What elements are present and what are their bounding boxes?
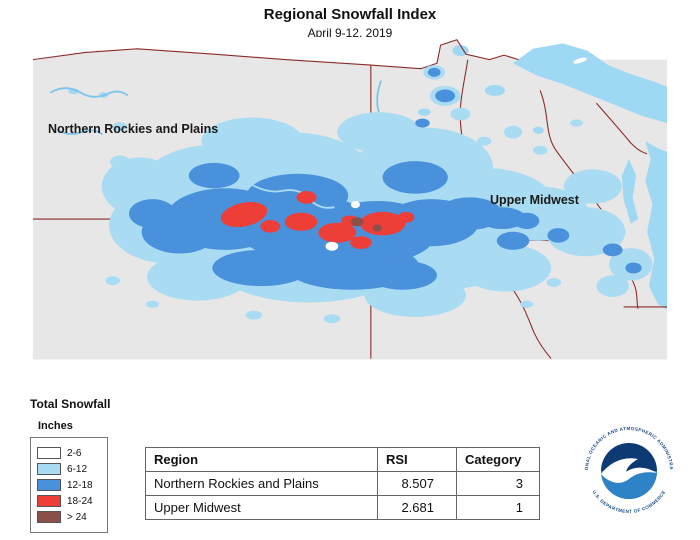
ne-ia-border [510,286,552,359]
lake-superior [513,43,668,124]
map-label-northern-rockies-and-plains: Northern Rockies and Plains [48,122,219,136]
mille-lacs-lake [532,126,544,134]
legend-swatch-18-24 [37,495,61,507]
map-label-upper-midwest: Upper Midwest [490,193,579,207]
cell-region: Upper Midwest [145,495,378,520]
page-title: Regional Snowfall Index [263,6,437,23]
noaa-logo: NATIONAL OCEANIC AND ATMOSPHERIC ADMINIS… [584,426,674,514]
legend-swatch-12-18 [37,479,61,491]
red-lake [484,85,505,96]
noaa-gull-icon [601,458,657,483]
canada-region [32,37,668,69]
snowfall-layer-18-24 [220,190,415,249]
snowfall-map [32,37,668,360]
legend-label: > 24 [67,511,87,523]
legend-item: 12-18 [37,479,101,491]
legend-item: 18-24 [37,495,101,507]
cell-region: Northern Rockies and Plains [145,471,378,496]
legend-item: 2-6 [37,447,101,459]
isle-royale [573,57,588,64]
legend-label: 2-6 [67,447,82,459]
table-header-rsi: RSI [377,447,457,472]
legend-swatch-6-12 [37,463,61,475]
lake-michigan [645,141,668,310]
legend-item: > 24 [37,511,101,523]
rsi-table: Region RSI Category Northern Rockies and… [145,447,540,520]
table-row: Northern Rockies and Plains 8.507 3 [145,471,540,496]
missouri-river-sd [247,181,335,209]
devils-lake [417,108,431,116]
table-row: Upper Midwest 2.681 1 [145,495,540,520]
legend-item: 6-12 [37,463,101,475]
yellowstone-river [57,129,103,135]
legend-swatch-2-6 [37,447,61,459]
table-header-row: Region RSI Category [145,447,540,472]
legend-units-label: Inches [38,420,73,432]
cell-category: 3 [456,471,540,496]
canada-border [32,39,519,70]
wi-mi-border [595,102,648,155]
legend-title: Total Snowfall [30,397,111,411]
legend-label: 18-24 [67,495,93,507]
legend-swatch-over-24 [37,511,61,523]
table-header-category: Category [456,447,540,472]
missouri-river-mt [50,87,129,98]
page-subtitle: April 9-12, 2019 [307,26,393,40]
green-bay [621,159,639,224]
cell-rsi: 2.681 [377,495,457,520]
legend-label: 6-12 [67,463,88,475]
lake-of-the-woods [452,45,469,57]
cell-rsi: 8.507 [377,471,457,496]
snowfall-layer-2-6 [325,200,360,251]
snowfall-layer-over-24 [350,217,382,232]
snowfall-legend: 2-6 6-12 12-18 18-24 > 24 [30,437,108,533]
table-header-region: Region [145,447,378,472]
legend-label: 12-18 [67,479,93,491]
cell-category: 1 [456,495,540,520]
